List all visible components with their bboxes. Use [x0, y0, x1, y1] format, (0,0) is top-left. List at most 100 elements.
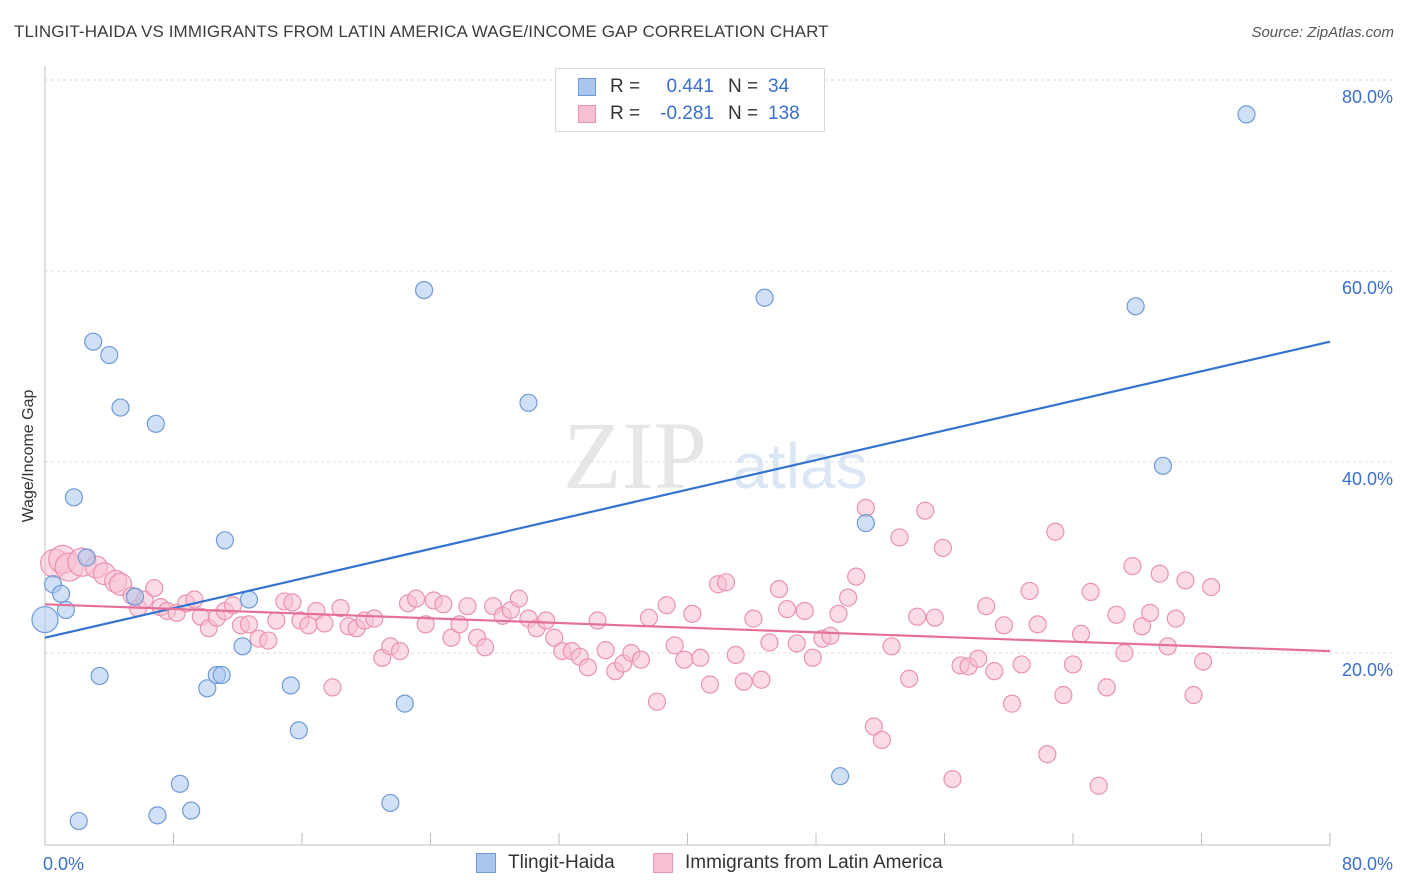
n-value: 34 [768, 76, 790, 97]
y-tick-label: 60.0% [1342, 278, 1393, 298]
data-point [760, 633, 779, 652]
data-point [1115, 643, 1134, 663]
data-point [1126, 297, 1145, 316]
data-point [395, 694, 414, 713]
legend-label: Tlingit-Haida [508, 852, 615, 873]
latin-america-points [40, 498, 1221, 795]
data-point [212, 665, 231, 685]
data-point [665, 636, 684, 655]
data-point [683, 604, 702, 623]
data-point [69, 811, 88, 831]
data-point [84, 332, 103, 351]
data-point [900, 669, 919, 688]
legend-label: Immigrants from Latin America [685, 852, 943, 873]
data-point [331, 599, 350, 618]
data-point [289, 721, 308, 740]
legend-item-latin-america: Immigrants from Latin America [653, 852, 943, 874]
data-point [578, 658, 598, 677]
data-point [675, 650, 694, 669]
data-point [51, 584, 71, 603]
data-point [872, 730, 891, 750]
data-point [744, 609, 763, 628]
data-point [509, 589, 528, 608]
data-point [856, 514, 875, 533]
data-point [519, 393, 538, 412]
x-tick-label: 80.0% [1342, 854, 1393, 874]
x-tick-label: 0.0% [43, 854, 84, 874]
data-point [1046, 522, 1065, 541]
watermark-atlas: atlas [732, 430, 867, 502]
pink-swatch [653, 853, 673, 873]
data-point [864, 717, 883, 736]
data-point [647, 692, 667, 711]
data-point [125, 587, 145, 606]
tick-labels: 20.0% 40.0% 60.0% 80.0% 0.0% 80.0% [43, 87, 1393, 874]
r-label: R = [610, 103, 641, 124]
y-axis-label: Wage/Income Gap [20, 390, 37, 523]
data-point [1020, 581, 1039, 601]
y-tick-label: 20.0% [1342, 660, 1393, 680]
data-point [916, 501, 935, 520]
grid-lines [45, 79, 1392, 654]
y-tick-label: 80.0% [1342, 87, 1393, 107]
legend-row-tlingit-haida: R = 0.441 N = 34 [578, 75, 789, 99]
data-point [545, 628, 564, 647]
data-point [414, 281, 434, 300]
data-point [1132, 617, 1152, 636]
data-point [1081, 582, 1100, 601]
data-point [1202, 578, 1221, 597]
data-point [111, 398, 130, 417]
data-point [100, 345, 119, 365]
data-point [1150, 564, 1169, 583]
data-point [442, 628, 461, 647]
data-point [1123, 556, 1142, 576]
data-point [925, 608, 944, 627]
data-point [755, 288, 774, 307]
data-point [1097, 678, 1116, 697]
axes [44, 66, 1331, 846]
data-point [537, 611, 556, 630]
trend-lines [44, 340, 1331, 653]
data-point [1166, 609, 1185, 628]
data-point [908, 607, 927, 626]
data-point [890, 528, 909, 547]
series-legend: Tlingit-Haida Immigrants from Latin Amer… [0, 852, 1406, 878]
data-point [198, 679, 217, 698]
data-point [146, 414, 165, 433]
data-point [239, 615, 259, 634]
data-point [787, 634, 806, 653]
data-point [31, 605, 59, 634]
data-point [1089, 776, 1108, 795]
chart-title: TLINGIT-HAIDA VS IMMIGRANTS FROM LATIN A… [14, 22, 829, 41]
data-point [434, 595, 453, 614]
data-point [281, 676, 300, 695]
data-point [588, 611, 607, 630]
data-point [943, 769, 962, 789]
data-point [77, 548, 96, 567]
data-point [1038, 745, 1057, 764]
data-point [1140, 603, 1160, 622]
data-point [734, 672, 753, 691]
trend-line-latin-america [44, 603, 1331, 653]
data-point [821, 626, 840, 645]
data-point [365, 609, 384, 628]
data-point [381, 793, 400, 813]
data-point [1012, 655, 1031, 674]
source-label: Source: ZipAtlas.com [1251, 24, 1394, 41]
data-point [406, 589, 426, 608]
data-point [977, 597, 996, 616]
data-point [839, 588, 858, 607]
data-point [596, 641, 615, 660]
watermark: ZIP atlas [563, 402, 868, 509]
data-point [1028, 615, 1047, 634]
data-point [769, 579, 789, 599]
data-point [90, 666, 109, 686]
blue-swatch [476, 853, 496, 873]
y-tick-label: 40.0% [1342, 469, 1393, 489]
trend-line-tlingit-haida [44, 340, 1331, 639]
data-point [856, 498, 875, 517]
n-label: N = [728, 76, 759, 97]
data-point [639, 608, 659, 627]
data-point [390, 641, 410, 661]
